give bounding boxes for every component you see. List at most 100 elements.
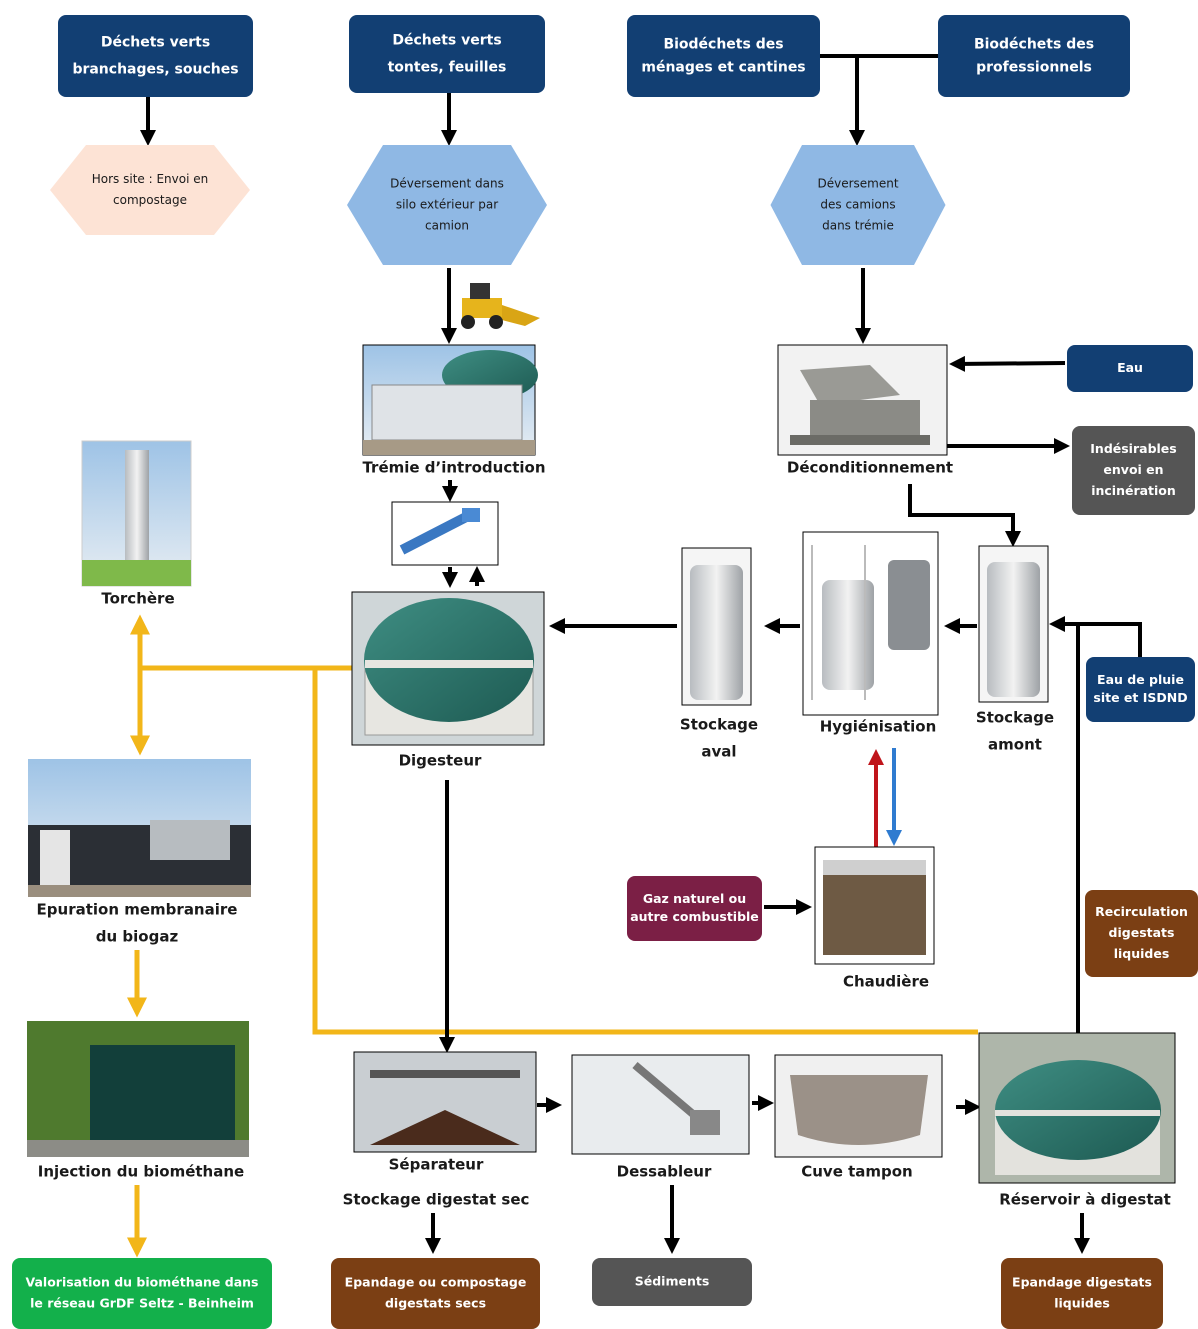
node-hexagon <box>50 145 250 235</box>
node-label: tontes, feuilles <box>388 60 507 76</box>
node-box <box>627 15 820 97</box>
picture-tremie <box>362 344 538 456</box>
node-box <box>12 1258 272 1329</box>
node: Déconditionnement <box>787 459 953 477</box>
node: Hors site : Envoi en compostage <box>50 145 250 235</box>
node: Epandage digestats liquides <box>1001 1258 1163 1329</box>
node-label: autre combustible <box>630 909 759 924</box>
node-label: Déchets verts <box>101 35 210 51</box>
node-label: Déconditionnement <box>787 459 953 477</box>
node-label: Sédiments <box>635 1274 710 1289</box>
biogas-lines <box>127 614 978 1258</box>
picture-chaudiere <box>814 846 935 965</box>
node: Gaz naturel ou autre combustible <box>627 876 762 941</box>
node-box <box>1085 890 1198 977</box>
node: Stockage aval <box>680 716 758 761</box>
node-label: camion <box>425 219 469 233</box>
node-label: site et ISDND <box>1093 690 1187 705</box>
node: Déversement des camions dans trémie <box>770 145 946 265</box>
node-label: envoi en <box>1103 462 1163 477</box>
node-label: Eau <box>1117 360 1143 375</box>
picture-reservoir <box>978 1032 1176 1184</box>
node-label: Biodéchets des <box>974 37 1094 53</box>
node: Eau de pluie site et ISDND <box>1086 657 1195 722</box>
node: Digesteur <box>399 752 482 770</box>
picture-stockage-aval <box>681 547 752 706</box>
node-label: Déversement dans <box>390 177 504 191</box>
node: Déchets verts tontes, feuilles <box>349 15 545 93</box>
node-label: incinération <box>1091 483 1176 498</box>
equipment-pictures <box>27 283 1176 1184</box>
node-box <box>349 15 545 93</box>
node-label: silo extérieur par <box>396 198 498 212</box>
node-box <box>592 1258 752 1306</box>
node-label: Stockage <box>976 709 1054 727</box>
node: Indésirables envoi en incinération <box>1072 426 1195 515</box>
node-label: professionnels <box>976 60 1092 76</box>
node-hexagon <box>770 145 946 265</box>
node-label: Epandage digestats <box>1012 1275 1152 1290</box>
node: Déchets verts branchages, souches <box>58 15 253 97</box>
node: Biodéchets des ménages et cantines <box>627 15 820 97</box>
node-label: dans trémie <box>822 219 894 233</box>
node-label: Cuve tampon <box>801 1163 913 1181</box>
node-label: digestats secs <box>385 1296 486 1311</box>
picture-digesteur <box>351 591 545 746</box>
node-label: Epuration membranaire <box>37 901 238 919</box>
picture-torchere <box>81 440 192 587</box>
node: Injection du biométhane <box>38 1163 244 1181</box>
picture-separateur <box>353 1051 537 1153</box>
node-label: le réseau GrDF Seltz - Beinheim <box>30 1296 254 1311</box>
node-hexagon <box>347 145 547 265</box>
picture-cuve-tampon <box>774 1054 943 1158</box>
node: Stockage digestat sec <box>343 1191 530 1209</box>
flow-arrows <box>140 54 1142 1254</box>
node-label: Valorisation du biométhane dans <box>25 1275 258 1290</box>
node-label: Déversement <box>817 177 898 191</box>
node-label: Séparateur <box>389 1156 484 1174</box>
node-label: Stockage <box>680 716 758 734</box>
node: Dessableur <box>617 1163 712 1181</box>
node-box <box>58 15 253 97</box>
node-label: amont <box>988 736 1042 754</box>
node-label: Chaudière <box>843 973 929 991</box>
node-box <box>1067 345 1193 392</box>
node-label: Torchère <box>101 590 174 608</box>
picture-hygienisation <box>802 531 939 716</box>
node: Eau <box>1067 345 1193 392</box>
node-label: Hors site : Envoi en <box>92 172 208 186</box>
node-label: Injection du biométhane <box>38 1163 244 1181</box>
node-box <box>1072 426 1195 515</box>
node-label: des camions <box>820 198 895 212</box>
node-label: liquides <box>1054 1296 1110 1311</box>
node-box <box>1086 657 1195 722</box>
node-box <box>1001 1258 1163 1329</box>
node-label: Trémie d’introduction <box>362 459 545 477</box>
node: Trémie d’introduction <box>362 459 545 477</box>
node: Biodéchets des professionnels <box>938 15 1130 97</box>
node: Hygiénisation <box>820 718 937 736</box>
node-label: Digesteur <box>399 752 482 770</box>
node: Torchère <box>101 590 174 608</box>
node-box <box>331 1258 540 1329</box>
node-label: Déchets verts <box>392 33 501 49</box>
node-label: aval <box>701 743 736 761</box>
node-label: Réservoir à digestat <box>999 1191 1171 1209</box>
node-label: compostage <box>113 193 187 207</box>
node: Cuve tampon <box>801 1163 913 1181</box>
node-label: Recirculation <box>1095 904 1188 919</box>
node-label: Epandage ou compostage <box>345 1275 527 1290</box>
node-label: branchages, souches <box>72 62 238 78</box>
picture-screw <box>391 501 499 566</box>
picture-injection <box>27 1021 249 1157</box>
node-label: digestats <box>1109 925 1175 940</box>
node: Recirculation digestats liquides <box>1085 890 1198 977</box>
loader-icon <box>461 283 540 329</box>
node-label: Eau de pluie <box>1097 672 1184 687</box>
picture-dessableur <box>571 1054 750 1155</box>
node-label: Biodéchets des <box>663 37 783 53</box>
picture-deconditionnement <box>777 344 948 456</box>
node: Valorisation du biométhane dans le réseau… <box>12 1258 272 1329</box>
